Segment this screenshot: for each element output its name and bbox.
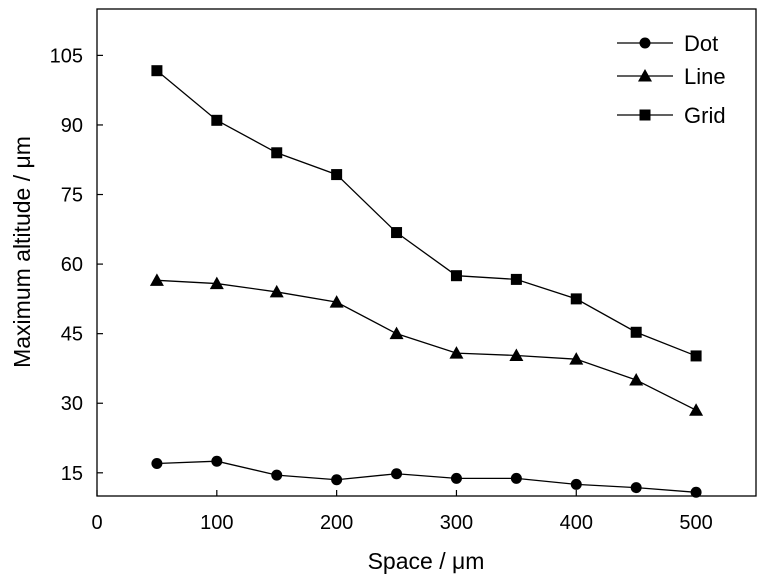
legend-item-line: Line (617, 64, 726, 89)
data-point-line (569, 352, 584, 365)
data-point-grid (510, 273, 522, 285)
data-point-line (509, 348, 524, 361)
data-point-dot (151, 458, 163, 470)
x-tick-label: 300 (440, 512, 473, 534)
data-point-dot (391, 468, 403, 480)
legend-marker-dot (639, 37, 651, 49)
data-point-dot (570, 478, 582, 490)
data-point-line (209, 276, 224, 290)
data-point-line (329, 295, 344, 308)
y-tick-label: 30 (61, 393, 83, 415)
legend-label-line: Line (684, 64, 726, 89)
data-point-grid (211, 114, 223, 126)
x-tick-label: 400 (560, 512, 593, 534)
x-tick-label: 500 (679, 512, 712, 534)
data-point-grid (570, 293, 582, 305)
series-line (149, 273, 704, 416)
data-point-line (449, 346, 464, 359)
data-point-line (389, 326, 404, 340)
data-point-line (689, 403, 704, 416)
data-point-dot (211, 455, 223, 467)
legend: Dot Line Grid (617, 31, 726, 128)
series-line-grid (156, 70, 697, 357)
data-point-line (149, 273, 164, 286)
data-point-dot (271, 469, 283, 481)
series-line-dot (156, 460, 697, 493)
data-point-grid (690, 350, 702, 362)
legend-marker-line (638, 69, 652, 82)
data-point-grid (271, 147, 283, 159)
y-tick-label: 60 (61, 254, 83, 276)
x-axis-title: Space / μm (368, 548, 485, 574)
data-point-dot (690, 486, 702, 498)
y-tick-label: 15 (61, 463, 83, 485)
y-tick-label: 75 (61, 185, 83, 207)
data-point-grid (450, 270, 462, 282)
series-layer (149, 65, 704, 498)
x-tick-label: 200 (320, 512, 353, 534)
legend-label-dot: Dot (684, 31, 718, 56)
legend-item-dot: Dot (617, 31, 718, 56)
data-point-dot (450, 472, 462, 484)
data-point-dot (510, 472, 522, 484)
data-point-grid (630, 326, 642, 338)
legend-item-grid: Grid (617, 103, 726, 128)
y-tick-label: 45 (61, 324, 83, 346)
y-tick-label: 90 (61, 115, 83, 137)
data-point-line (269, 284, 284, 298)
x-tick-label: 100 (200, 512, 233, 534)
y-tick-label: 105 (50, 45, 83, 67)
data-point-grid (391, 227, 403, 239)
data-point-grid (151, 65, 163, 77)
y-axis-ticks: 15 30 45 60 75 90 105 (50, 45, 103, 485)
series-line-line (156, 279, 697, 411)
data-point-grid (331, 169, 343, 181)
data-point-line (629, 373, 644, 386)
plot-frame (96, 8, 757, 497)
y-axis-title: Maximum altitude / μm (9, 136, 35, 368)
legend-marker-grid (639, 109, 651, 121)
data-point-dot (630, 482, 642, 494)
series-dot (151, 455, 702, 498)
data-point-dot (331, 474, 343, 486)
legend-label-grid: Grid (684, 103, 726, 128)
series-grid (151, 65, 702, 362)
x-tick-label: 0 (91, 512, 102, 534)
